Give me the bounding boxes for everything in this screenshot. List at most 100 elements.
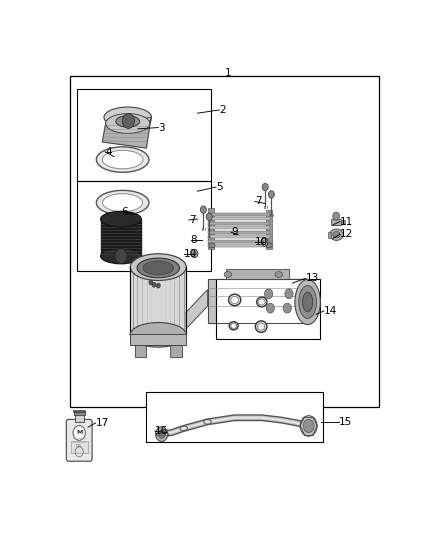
Circle shape [195, 252, 196, 253]
Bar [208, 217, 270, 220]
Bar [146, 392, 323, 441]
Ellipse shape [229, 322, 238, 330]
Bar [208, 240, 270, 243]
Text: M: M [76, 431, 82, 435]
Bar [74, 411, 85, 415]
Bar [70, 76, 379, 407]
Polygon shape [131, 267, 186, 335]
Circle shape [196, 253, 197, 254]
Bar [208, 244, 270, 247]
Bar [328, 232, 332, 238]
Text: 10: 10 [184, 249, 197, 259]
Circle shape [158, 430, 165, 438]
Text: 15: 15 [339, 417, 353, 427]
Circle shape [285, 289, 293, 298]
Text: 10: 10 [255, 237, 268, 247]
Ellipse shape [130, 322, 186, 347]
Bar [266, 210, 272, 249]
Circle shape [206, 213, 212, 221]
Text: 1: 1 [224, 68, 231, 78]
Polygon shape [208, 279, 307, 322]
Bar [131, 334, 186, 345]
Circle shape [283, 303, 291, 313]
Circle shape [300, 416, 317, 436]
Polygon shape [102, 117, 152, 148]
Ellipse shape [333, 231, 340, 238]
Circle shape [265, 243, 266, 244]
Bar [208, 226, 270, 229]
Text: OIL: OIL [76, 445, 82, 448]
Circle shape [265, 289, 273, 298]
Circle shape [195, 254, 196, 255]
Text: 6: 6 [121, 207, 127, 217]
Bar [216, 279, 320, 339]
Text: 12: 12 [340, 229, 353, 239]
Circle shape [115, 248, 127, 263]
Polygon shape [101, 219, 141, 256]
Ellipse shape [266, 243, 272, 248]
Bar [134, 344, 146, 358]
Circle shape [122, 114, 134, 128]
Ellipse shape [258, 323, 265, 330]
Ellipse shape [137, 258, 180, 278]
Bar [208, 231, 270, 234]
Polygon shape [186, 290, 208, 329]
Ellipse shape [104, 107, 152, 127]
Bar [341, 220, 345, 224]
Ellipse shape [330, 229, 343, 240]
Bar [155, 433, 168, 435]
Ellipse shape [229, 294, 241, 306]
Text: 8: 8 [191, 235, 197, 245]
Bar [77, 181, 211, 271]
Text: 7: 7 [189, 215, 195, 225]
Ellipse shape [96, 190, 149, 215]
Circle shape [263, 243, 264, 244]
Text: 7: 7 [255, 197, 261, 206]
Circle shape [333, 212, 339, 220]
Bar [77, 88, 211, 181]
Bar [226, 269, 289, 279]
Ellipse shape [255, 321, 267, 333]
Circle shape [303, 419, 314, 432]
Circle shape [200, 206, 206, 213]
Ellipse shape [275, 272, 283, 277]
Text: 4: 4 [105, 147, 112, 157]
Ellipse shape [106, 114, 150, 133]
Text: 13: 13 [306, 273, 319, 283]
Text: 11: 11 [340, 216, 353, 227]
Bar [332, 219, 341, 225]
Ellipse shape [116, 116, 140, 127]
Bar [208, 208, 214, 249]
Ellipse shape [143, 261, 173, 275]
Text: 9: 9 [231, 227, 238, 237]
Circle shape [261, 238, 268, 246]
Bar [208, 279, 307, 322]
Ellipse shape [96, 147, 149, 172]
Ellipse shape [259, 299, 265, 305]
Circle shape [73, 425, 85, 440]
Text: 14: 14 [324, 306, 337, 316]
Bar [75, 415, 84, 422]
Ellipse shape [209, 243, 215, 248]
Ellipse shape [231, 296, 238, 303]
Bar [208, 222, 270, 225]
Circle shape [152, 282, 156, 287]
Circle shape [266, 303, 274, 313]
Ellipse shape [303, 292, 313, 312]
Bar [170, 344, 182, 358]
Text: 5: 5 [216, 182, 223, 192]
Circle shape [191, 249, 198, 257]
Ellipse shape [102, 193, 143, 212]
Ellipse shape [130, 254, 186, 280]
Ellipse shape [224, 272, 232, 277]
Circle shape [155, 427, 168, 441]
FancyBboxPatch shape [66, 419, 92, 461]
Bar [208, 213, 270, 216]
Ellipse shape [257, 297, 267, 307]
Circle shape [268, 191, 274, 198]
Ellipse shape [231, 323, 237, 328]
Ellipse shape [299, 286, 317, 318]
Ellipse shape [102, 150, 143, 169]
Text: 16: 16 [155, 426, 168, 437]
Circle shape [266, 241, 267, 243]
